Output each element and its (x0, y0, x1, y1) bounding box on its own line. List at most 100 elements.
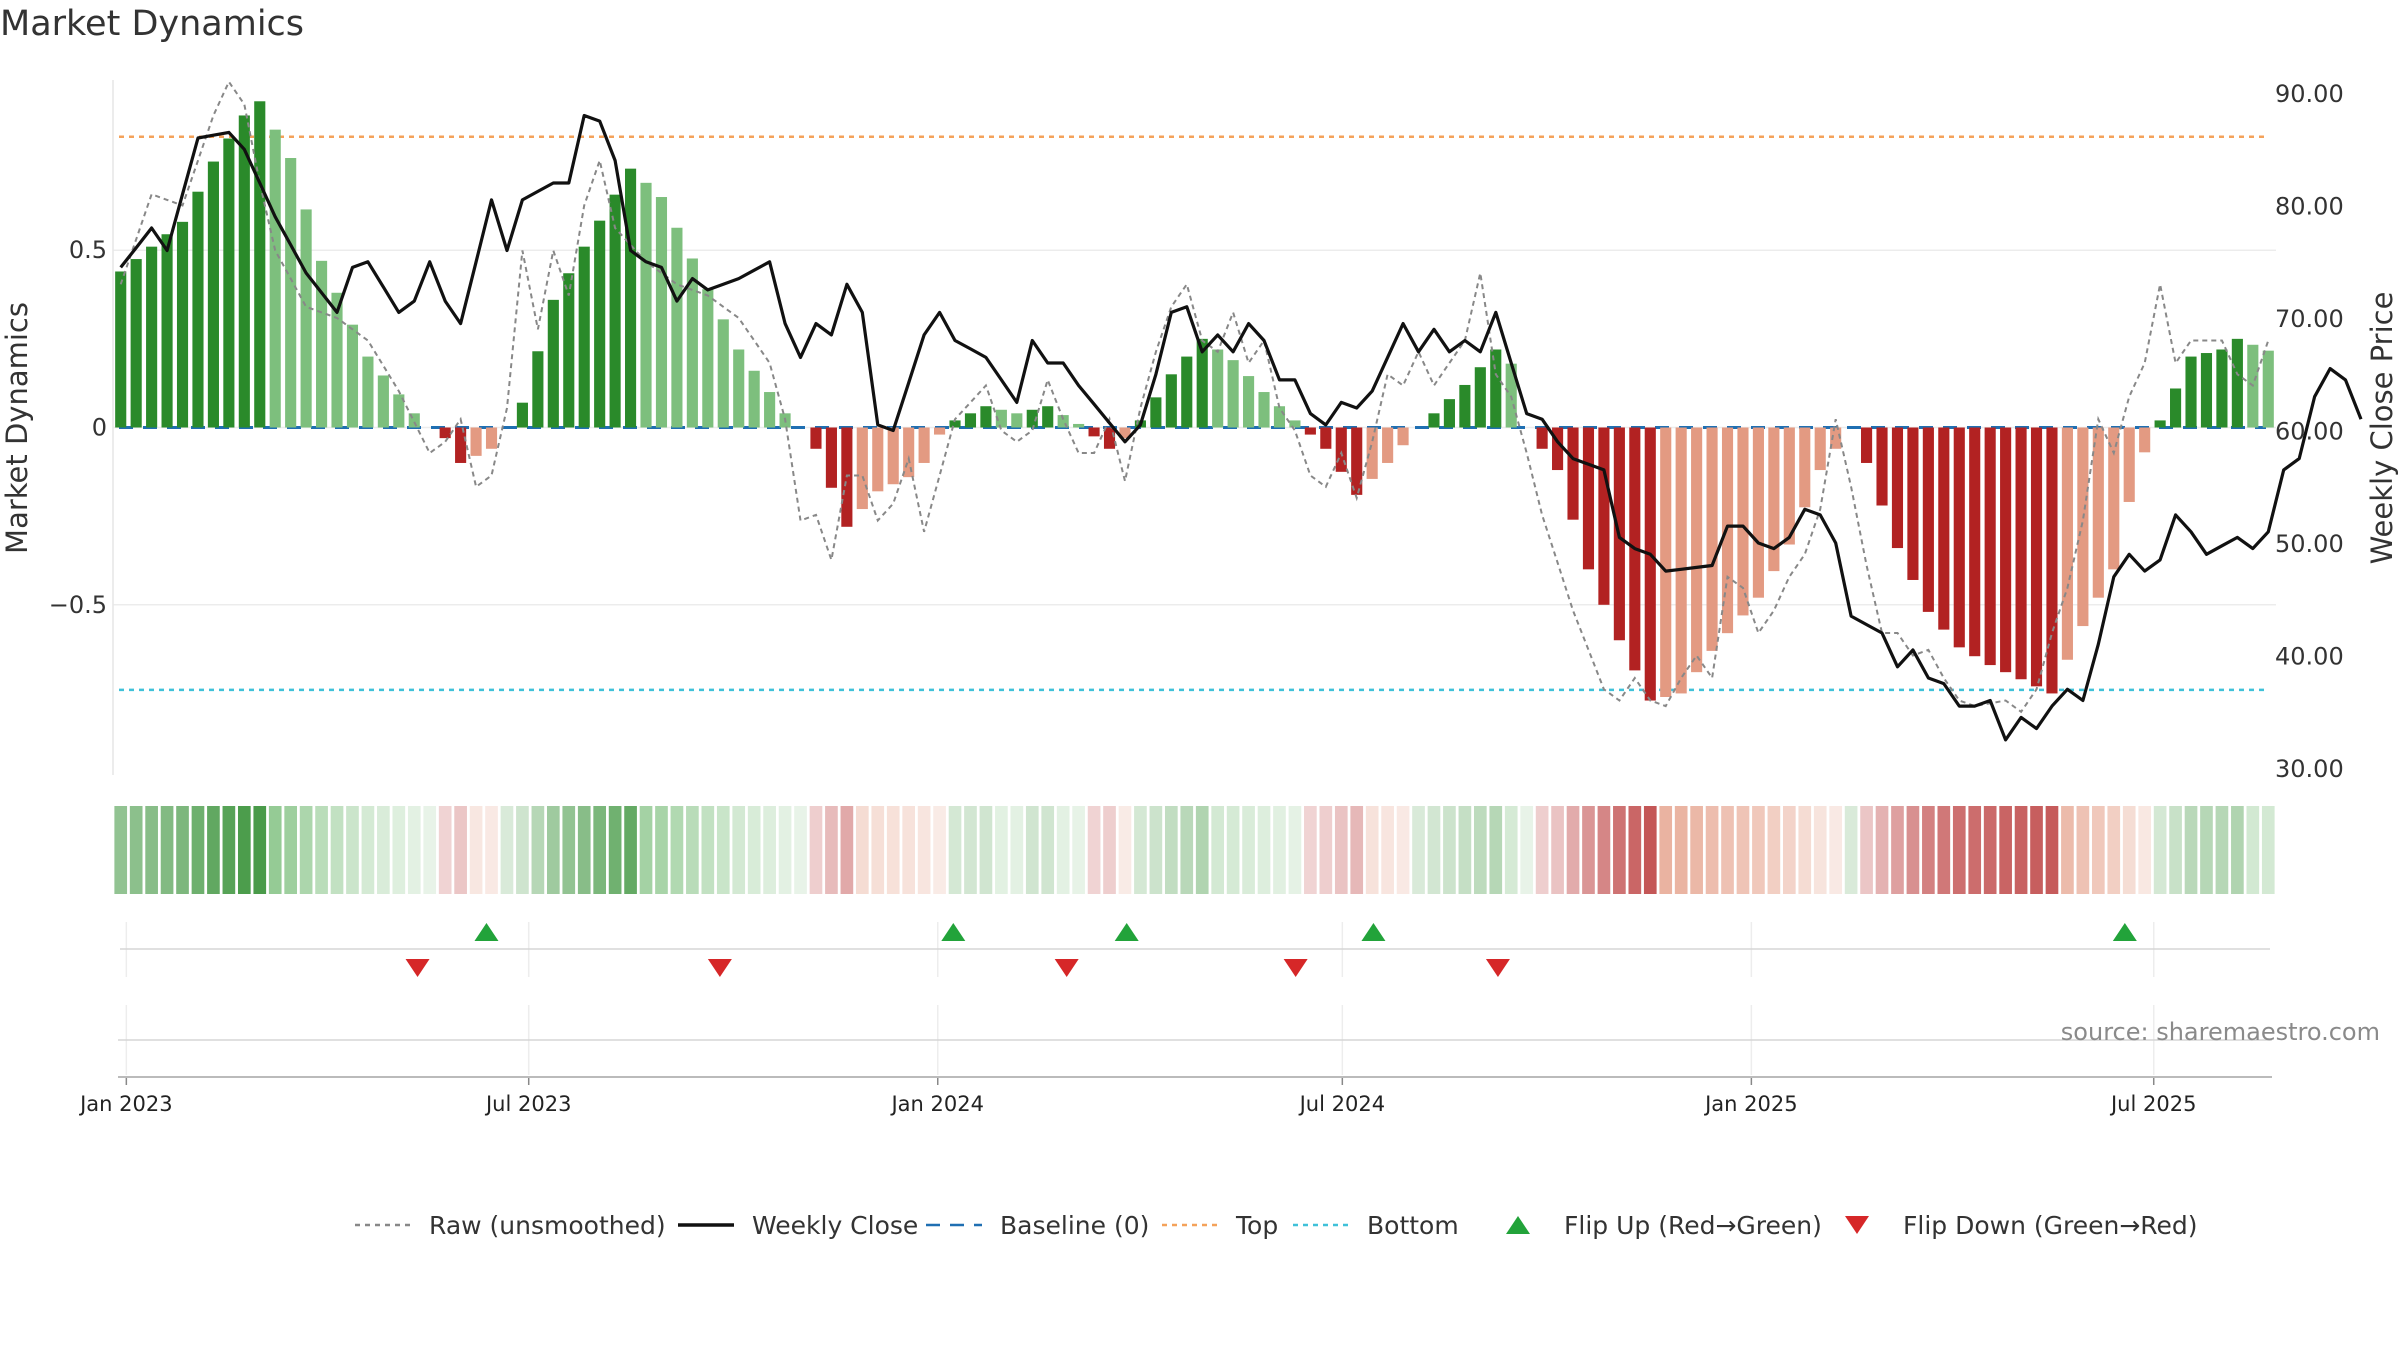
dynamics-bar (1737, 427, 1749, 616)
dynamics-bar (2200, 353, 2213, 428)
dynamics-bar (1876, 427, 1888, 506)
dynamics-bar (748, 370, 760, 428)
dynamics-bars (115, 101, 2274, 701)
flip-down-marker (1485, 959, 1510, 977)
raw-line (119, 79, 2270, 714)
dynamics-bar (1428, 413, 1440, 428)
dynamics-bar (532, 351, 544, 428)
dynamics-bar (300, 209, 312, 428)
heat-cell (1334, 806, 1348, 894)
flip-up-marker (1361, 923, 1386, 941)
dynamics-bar (702, 289, 714, 428)
legend-label: Flip Down (Green→Red) (1903, 1211, 2198, 1240)
dynamics-bar (254, 101, 266, 428)
dynamics-bar (872, 427, 884, 492)
price-lines (119, 79, 2363, 742)
dynamics-bar (1953, 427, 1965, 648)
dynamics-bar (2030, 427, 2043, 687)
dynamics-bar (1752, 427, 1764, 598)
dynamics-bar (130, 259, 142, 428)
heat-cell (1010, 806, 1024, 894)
heat-cell (686, 806, 699, 894)
dynamics-bar (285, 158, 297, 428)
dynamics-bar (1304, 427, 1316, 435)
heat-cell (624, 806, 637, 894)
heat-cell (933, 806, 946, 894)
y-right-tick-label: 90.00 (2275, 80, 2344, 108)
dynamics-bar (408, 413, 420, 428)
y-left-tick-label: 0 (92, 414, 107, 442)
dynamics-bar (2123, 427, 2135, 502)
axes: 0.5 0 −0.5 90.00 80.00 70.00 60.00 50.00 40.00 30… (0, 80, 2399, 1078)
heat-cell (454, 806, 467, 894)
dynamics-bar (733, 349, 745, 428)
legend-item-close: Weekly Close (678, 1211, 918, 1240)
dynamics-bar (1691, 427, 1703, 673)
heat-cell (1226, 806, 1240, 894)
dynamics-bar (331, 292, 343, 428)
dynamics-bar (1459, 384, 1471, 428)
legend: Raw (unsmoothed) Weekly Close Baseline (0)… (355, 1211, 2198, 1240)
dynamics-bar (1382, 427, 1394, 463)
chart-title: Market Dynamics (0, 4, 305, 44)
heat-cell (840, 806, 854, 894)
heat-cell (2122, 806, 2136, 894)
heat-cell (1968, 806, 1982, 894)
heat-cell (1103, 806, 1116, 894)
grid-layer (113, 249, 2276, 1075)
heat-cell (1736, 806, 1750, 894)
heat-cell (1273, 806, 1286, 894)
heat-cell (886, 806, 900, 894)
heat-cell (902, 806, 916, 894)
x-tick-label: Jan 2024 (889, 1092, 984, 1116)
y-right-tick-label: 60.00 (2275, 418, 2344, 446)
heat-cell (1056, 806, 1070, 894)
heat-cell (1551, 806, 1564, 894)
heat-cell (1180, 806, 1194, 894)
heat-cell (1813, 806, 1827, 894)
dynamics-bar (1598, 427, 1610, 605)
heat-cell (1891, 806, 1904, 894)
dynamics-bar (563, 273, 575, 428)
heat-cell (1520, 806, 1534, 894)
flip-up-marker (941, 923, 966, 941)
heat-cell (701, 806, 715, 894)
y-right-tick-label: 30.00 (2275, 755, 2344, 783)
heat-cell (825, 806, 838, 894)
heat-cell (964, 806, 977, 894)
heat-cell (129, 806, 143, 894)
dynamics-bar (1984, 427, 1996, 666)
heat-cell (1025, 806, 1039, 894)
date-axis: Jan 2023 Jul 2023 Jan 2024 Jul 2024 Jan 2025… (78, 1077, 2196, 1116)
dynamics-bar (1057, 415, 1069, 428)
heat-cell (1597, 806, 1611, 894)
heat-cell (1906, 806, 1920, 894)
legend-label: Weekly Close (752, 1211, 918, 1240)
dynamics-bar (1227, 360, 1239, 428)
dynamics-bar (1644, 427, 1656, 701)
dynamics-bar (2216, 349, 2228, 428)
dynamics-bar (995, 409, 1007, 428)
heat-cell (917, 806, 931, 894)
dynamics-bar (377, 375, 389, 428)
heat-cell (1983, 806, 1997, 894)
dynamics-bar (1443, 399, 1455, 428)
heat-cell (1767, 806, 1781, 894)
heat-cell (1304, 806, 1317, 894)
heat-cell (346, 806, 359, 894)
dynamics-bar (980, 406, 992, 428)
heat-cell (160, 806, 174, 894)
flip-down-marker (405, 959, 430, 977)
heat-cell (222, 806, 236, 894)
dynamics-bar (1165, 374, 1177, 428)
heat-cell (1659, 806, 1673, 894)
legend-item-flip_down: Flip Down (Green→Red) (1845, 1211, 2198, 1240)
legend-swatch (1845, 1216, 1869, 1234)
dynamics-bar (1891, 427, 1904, 549)
heat-cell (1613, 806, 1626, 894)
dynamics-bar (934, 427, 946, 435)
source-label: source: sharemaestro.com (2061, 1018, 2380, 1046)
dynamics-bar (825, 427, 837, 488)
dynamics-bar (918, 427, 930, 463)
heat-cell (114, 806, 128, 894)
